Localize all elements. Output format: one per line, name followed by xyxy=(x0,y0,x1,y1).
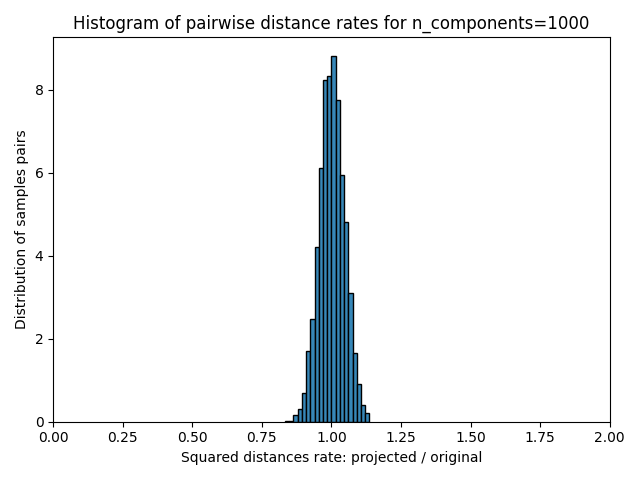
Bar xyxy=(293,415,298,422)
Bar xyxy=(356,384,361,422)
Bar xyxy=(332,56,335,422)
Bar xyxy=(335,100,340,422)
Bar xyxy=(348,293,353,422)
Bar xyxy=(310,319,314,422)
Y-axis label: Distribution of samples pairs: Distribution of samples pairs xyxy=(15,130,29,329)
Bar xyxy=(306,351,310,422)
Bar xyxy=(365,413,369,422)
Bar xyxy=(314,247,319,422)
Bar xyxy=(323,80,327,422)
Bar xyxy=(319,168,323,422)
X-axis label: Squared distances rate: projected / original: Squared distances rate: projected / orig… xyxy=(180,451,482,465)
Bar xyxy=(285,421,289,422)
Bar xyxy=(340,175,344,422)
Bar xyxy=(361,405,365,422)
Bar xyxy=(344,222,348,422)
Bar xyxy=(302,393,306,422)
Bar xyxy=(353,353,356,422)
Bar xyxy=(298,409,302,422)
Bar xyxy=(289,421,293,422)
Title: Histogram of pairwise distance rates for n_components=1000: Histogram of pairwise distance rates for… xyxy=(73,15,589,33)
Bar xyxy=(327,75,332,422)
